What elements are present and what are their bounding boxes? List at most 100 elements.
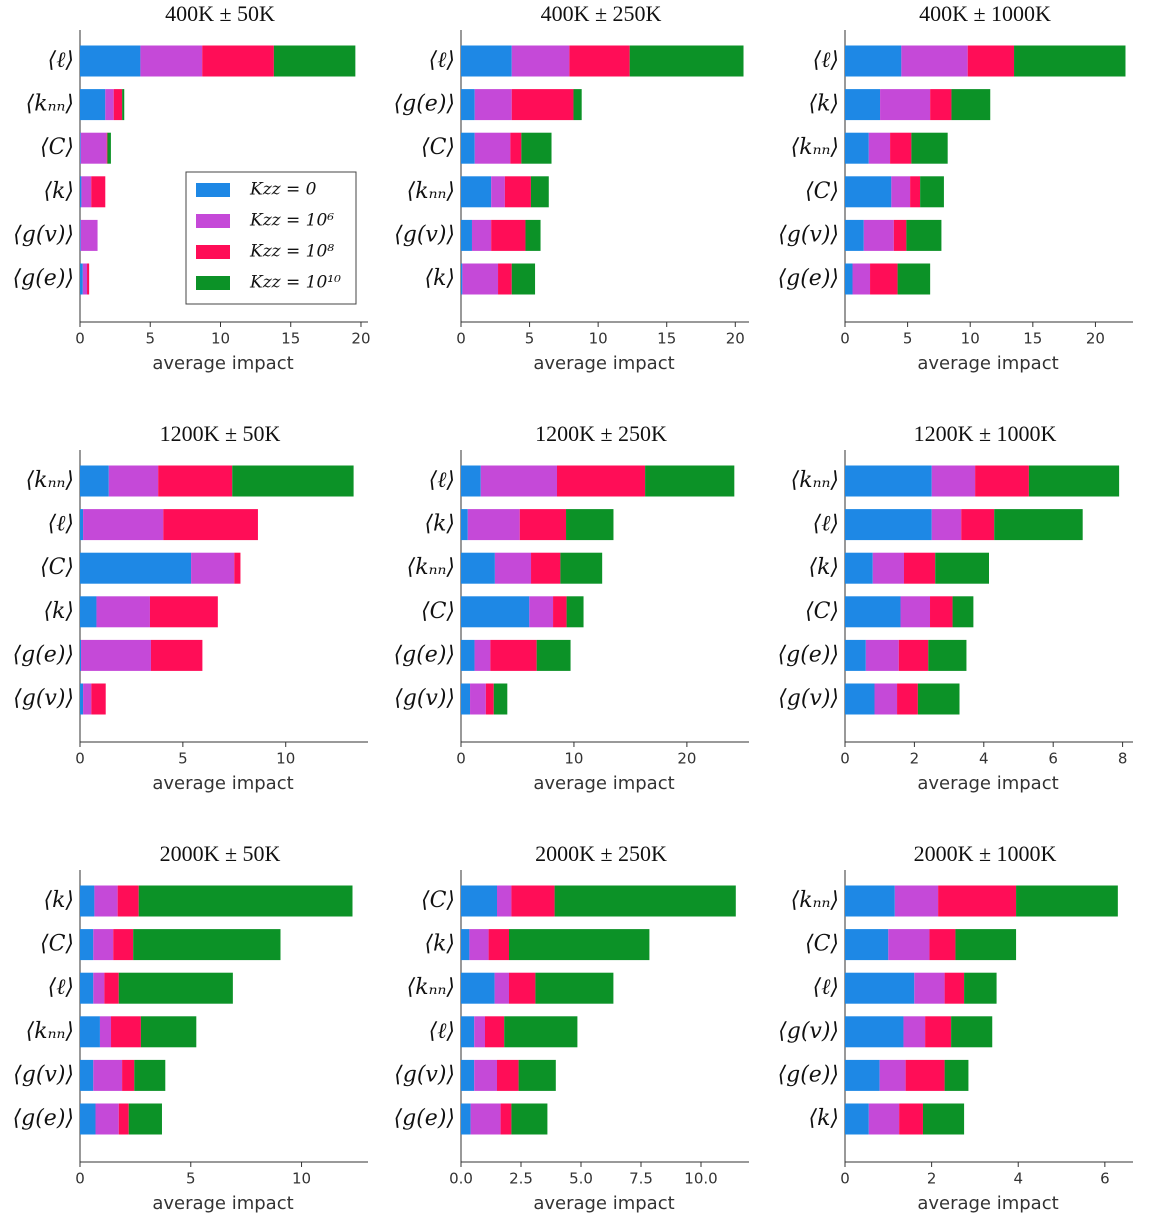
bar-segment — [461, 45, 512, 77]
bar-segment — [930, 596, 953, 628]
bar-segment — [511, 89, 574, 121]
bar-segment — [944, 1059, 969, 1091]
x-tick-label: 2 — [910, 750, 920, 768]
bar-segment — [906, 219, 942, 251]
bar-segment — [931, 465, 976, 497]
bar-segment — [914, 972, 945, 1004]
bar-segment — [518, 1059, 556, 1091]
legend-label: Kzz = 10¹⁰ — [249, 273, 341, 293]
bar-segment — [845, 596, 901, 628]
category-label: ⟨k⟩ — [809, 555, 840, 580]
bar-segment — [525, 219, 541, 251]
category-label: ⟨g(v)⟩ — [394, 1062, 455, 1087]
bar-segment — [645, 465, 735, 497]
bar-segment — [845, 639, 866, 671]
category-label: ⟨g(v)⟩ — [778, 1019, 839, 1044]
bar-segment — [461, 176, 492, 208]
bar-segment — [117, 885, 139, 917]
x-tick-label: 5 — [178, 750, 188, 768]
panel-title: 400K ± 250K — [541, 1, 662, 26]
x-tick-label: 15 — [657, 330, 676, 348]
legend-swatch — [196, 245, 230, 259]
legend-label: Kzz = 10⁶ — [249, 211, 334, 231]
x-tick-label: 2 — [927, 1170, 937, 1188]
bar-segment — [917, 683, 960, 715]
category-label: ⟨g(e)⟩ — [778, 1062, 839, 1087]
bar-segment — [845, 219, 864, 251]
category-label: ⟨g(e)⟩ — [778, 642, 839, 667]
bar-segment — [491, 219, 526, 251]
x-tick-label: 15 — [281, 330, 300, 348]
bar-segment — [94, 885, 118, 917]
bar-segment — [80, 219, 98, 251]
bar-segment — [955, 929, 1017, 961]
bar-segment — [118, 1103, 129, 1135]
bar-segment — [935, 552, 989, 584]
bar-segment — [629, 45, 744, 77]
bar-segment — [964, 972, 997, 1004]
x-tick-label: 10 — [564, 750, 583, 768]
x-tick-label: 20 — [677, 750, 696, 768]
bar-segment — [95, 1103, 119, 1135]
bar-segment — [80, 683, 84, 715]
category-label: ⟨k⟩ — [425, 932, 456, 957]
panel-title: 2000K ± 250K — [535, 841, 667, 866]
bar-segment — [573, 89, 582, 121]
category-label: ⟨C⟩ — [421, 888, 455, 913]
bar-segment — [893, 219, 907, 251]
bar-segment — [880, 89, 931, 121]
bar-segment — [122, 89, 125, 121]
category-label: ⟨ℓ⟩ — [429, 1019, 455, 1044]
bar-segment — [83, 683, 92, 715]
bar-segment — [845, 885, 895, 917]
panel-title: 2000K ± 1000K — [914, 841, 1057, 866]
panel-title: 1200K ± 1000K — [914, 421, 1057, 446]
category-label: ⟨ℓ⟩ — [813, 48, 839, 73]
x-tick-label: 0 — [840, 1170, 850, 1188]
bar-segment — [80, 465, 109, 497]
bar-segment — [81, 639, 151, 671]
bar-segment — [81, 176, 92, 208]
category-label: ⟨kₙₙ⟩ — [791, 888, 839, 913]
bar-segment — [113, 929, 134, 961]
bar-segment — [474, 132, 511, 164]
x-axis-label: average impact — [533, 1193, 674, 1214]
x-tick-label: 7.5 — [629, 1170, 653, 1188]
bar-segment — [469, 929, 489, 961]
bar-segment — [897, 263, 931, 295]
bar-segment — [104, 972, 119, 1004]
bar-segment — [461, 1059, 475, 1091]
category-label: ⟨kₙₙ⟩ — [407, 179, 455, 204]
bar-segment — [461, 132, 475, 164]
bar-segment — [975, 465, 1029, 497]
x-tick-label: 10 — [211, 330, 230, 348]
bar-segment — [140, 1016, 197, 1048]
panel-title: 400K ± 1000K — [919, 1, 1051, 26]
x-tick-label: 0.0 — [449, 1170, 473, 1188]
bar-segment — [845, 263, 853, 295]
bar-segment — [149, 596, 218, 628]
bar-segment — [474, 1059, 497, 1091]
bar-segment — [899, 1103, 923, 1135]
bar-segment — [569, 45, 630, 77]
bar-segment — [845, 132, 869, 164]
bar-segment — [497, 1059, 519, 1091]
bar-segment — [106, 132, 108, 164]
bar-segment — [96, 596, 150, 628]
x-axis-label: average impact — [152, 1193, 293, 1214]
panel-title: 1200K ± 50K — [160, 421, 281, 446]
bar-segment — [553, 596, 567, 628]
bar-segment — [128, 1103, 162, 1135]
bar-segment — [474, 89, 512, 121]
bar-segment — [461, 972, 495, 1004]
bar-segment — [870, 263, 898, 295]
bar-segment — [925, 1016, 952, 1048]
bar-segment — [471, 219, 492, 251]
category-label: ⟨g(v)⟩ — [13, 1062, 74, 1087]
x-tick-label: 5 — [145, 330, 155, 348]
x-tick-label: 0 — [75, 750, 85, 768]
category-label: ⟨C⟩ — [805, 932, 839, 957]
bar-segment — [865, 639, 899, 671]
bar-segment — [994, 509, 1083, 541]
category-label: ⟨kₙₙ⟩ — [26, 92, 74, 117]
